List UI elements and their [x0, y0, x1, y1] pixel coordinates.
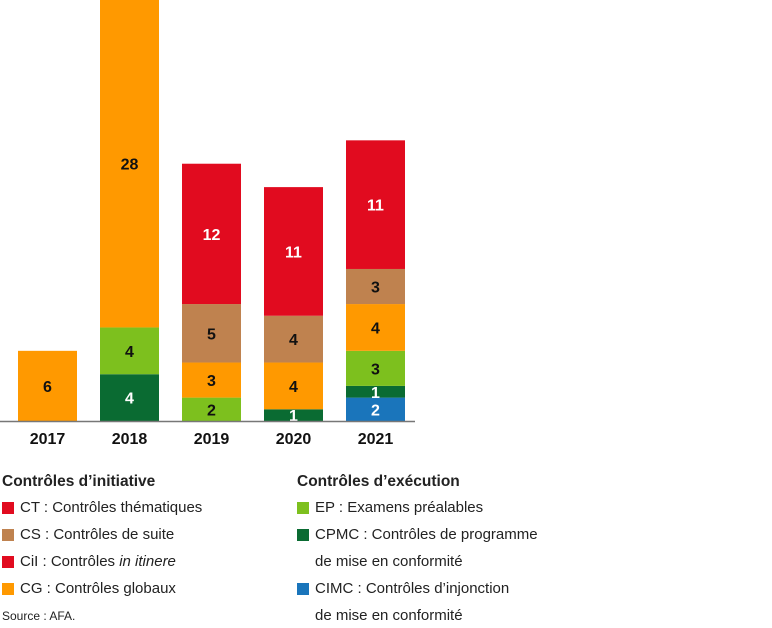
x-tick-label: 2019 — [194, 431, 230, 448]
bar-segment-cg-2020 — [264, 362, 323, 410]
legend-initiative: Contrôles d’initiative CT : Contrôles th… — [2, 473, 202, 607]
legend-swatch — [297, 583, 309, 595]
bar-segment-cpmc-2021 — [346, 385, 405, 398]
bar-segment-ct-2020 — [264, 187, 323, 316]
legend-label: CS : Contrôles de suite — [20, 526, 175, 543]
legend-label: EP : Examens préalables — [315, 499, 484, 516]
data-label: 2 — [371, 402, 380, 419]
legend-label-continuation: de mise en conformité — [315, 607, 463, 624]
bar-segment-cpmc-2018 — [100, 374, 159, 421]
legend-swatch — [297, 502, 309, 514]
data-label: 4 — [371, 320, 380, 337]
bar-segment-ct-2021 — [346, 140, 405, 269]
bar-segment-ep-2018 — [100, 327, 159, 375]
data-label: 4 — [125, 391, 134, 408]
x-tick-label: 2018 — [112, 431, 148, 448]
legend-title: Contrôles d’exécution — [297, 473, 460, 490]
bar-segment-cpmc-2020 — [264, 409, 323, 421]
legend-label: CG : Contrôles globaux — [20, 580, 176, 597]
data-label: 5 — [207, 326, 216, 343]
legend-label: CPMC : Contrôles de programme — [315, 526, 538, 543]
data-label: 3 — [371, 361, 380, 378]
legend-swatch — [2, 583, 14, 595]
data-label: 12 — [203, 227, 221, 244]
legend-title: Contrôles d’initiative — [2, 473, 156, 490]
bar-segment-cs-2020 — [264, 315, 323, 363]
legend-item: CiI : Contrôles in itinere — [2, 553, 202, 580]
legend-item: CPMC : Contrôles de programme de mise en … — [297, 526, 538, 580]
bar-segment-ep-2021 — [346, 350, 405, 386]
legend-item: EP : Examens préalables — [297, 499, 538, 526]
bar-segment-cg-2019 — [182, 362, 241, 398]
bar-segment-cg-2017 — [18, 350, 77, 421]
bar-segment-cs-2021 — [346, 268, 405, 305]
legend-item: CIMC : Contrôles d’injonction de mise en … — [297, 580, 538, 628]
x-tick-label: 2020 — [276, 431, 312, 448]
data-label: 1 — [289, 408, 298, 425]
legend-swatch — [2, 556, 14, 568]
legend-swatch — [297, 529, 309, 541]
bar-segment-ct-2019 — [182, 163, 241, 305]
bar-segment-cs-2019 — [182, 304, 241, 363]
legend-label-continuation: de mise en conformité — [315, 553, 463, 570]
data-label: 6 — [43, 379, 52, 396]
legend-item: CS : Contrôles de suite — [2, 526, 202, 553]
data-label: 28 — [121, 157, 139, 174]
data-label: 1 — [371, 385, 380, 402]
legend-swatch — [2, 502, 14, 514]
data-label: 4 — [289, 332, 298, 349]
bar-segment-cimc-2021 — [346, 397, 405, 421]
legend-label: CIMC : Contrôles d’injonction — [315, 580, 510, 597]
legend-item: CT : Contrôles thématiques — [2, 499, 202, 526]
data-label: 4 — [289, 379, 298, 396]
legend-swatch — [2, 529, 14, 541]
stacked-bar-chart: 6201744282018235122019144112020213431120… — [0, 0, 415, 448]
legend-label: CT : Contrôles thématiques — [20, 499, 203, 516]
legend-label: CiI : Contrôles in itinere — [20, 553, 176, 570]
bar-segment-ep-2019 — [182, 397, 241, 421]
data-label: 11 — [285, 244, 302, 261]
data-label: 3 — [207, 373, 216, 390]
x-tick-label: 2021 — [358, 431, 394, 448]
data-label: 3 — [371, 280, 380, 297]
data-label: 4 — [125, 344, 134, 361]
source-note: Source : AFA. — [2, 609, 76, 623]
bar-segment-cg-2018 — [100, 0, 159, 328]
legend-execution: Contrôles d’exécution EP : Examens préal… — [297, 473, 538, 628]
bar-segment-cg-2021 — [346, 304, 405, 351]
data-label: 11 — [367, 198, 384, 215]
legend-item: CG : Contrôles globaux — [2, 580, 202, 607]
x-tick-label: 2017 — [30, 431, 66, 448]
data-label: 2 — [207, 402, 216, 419]
